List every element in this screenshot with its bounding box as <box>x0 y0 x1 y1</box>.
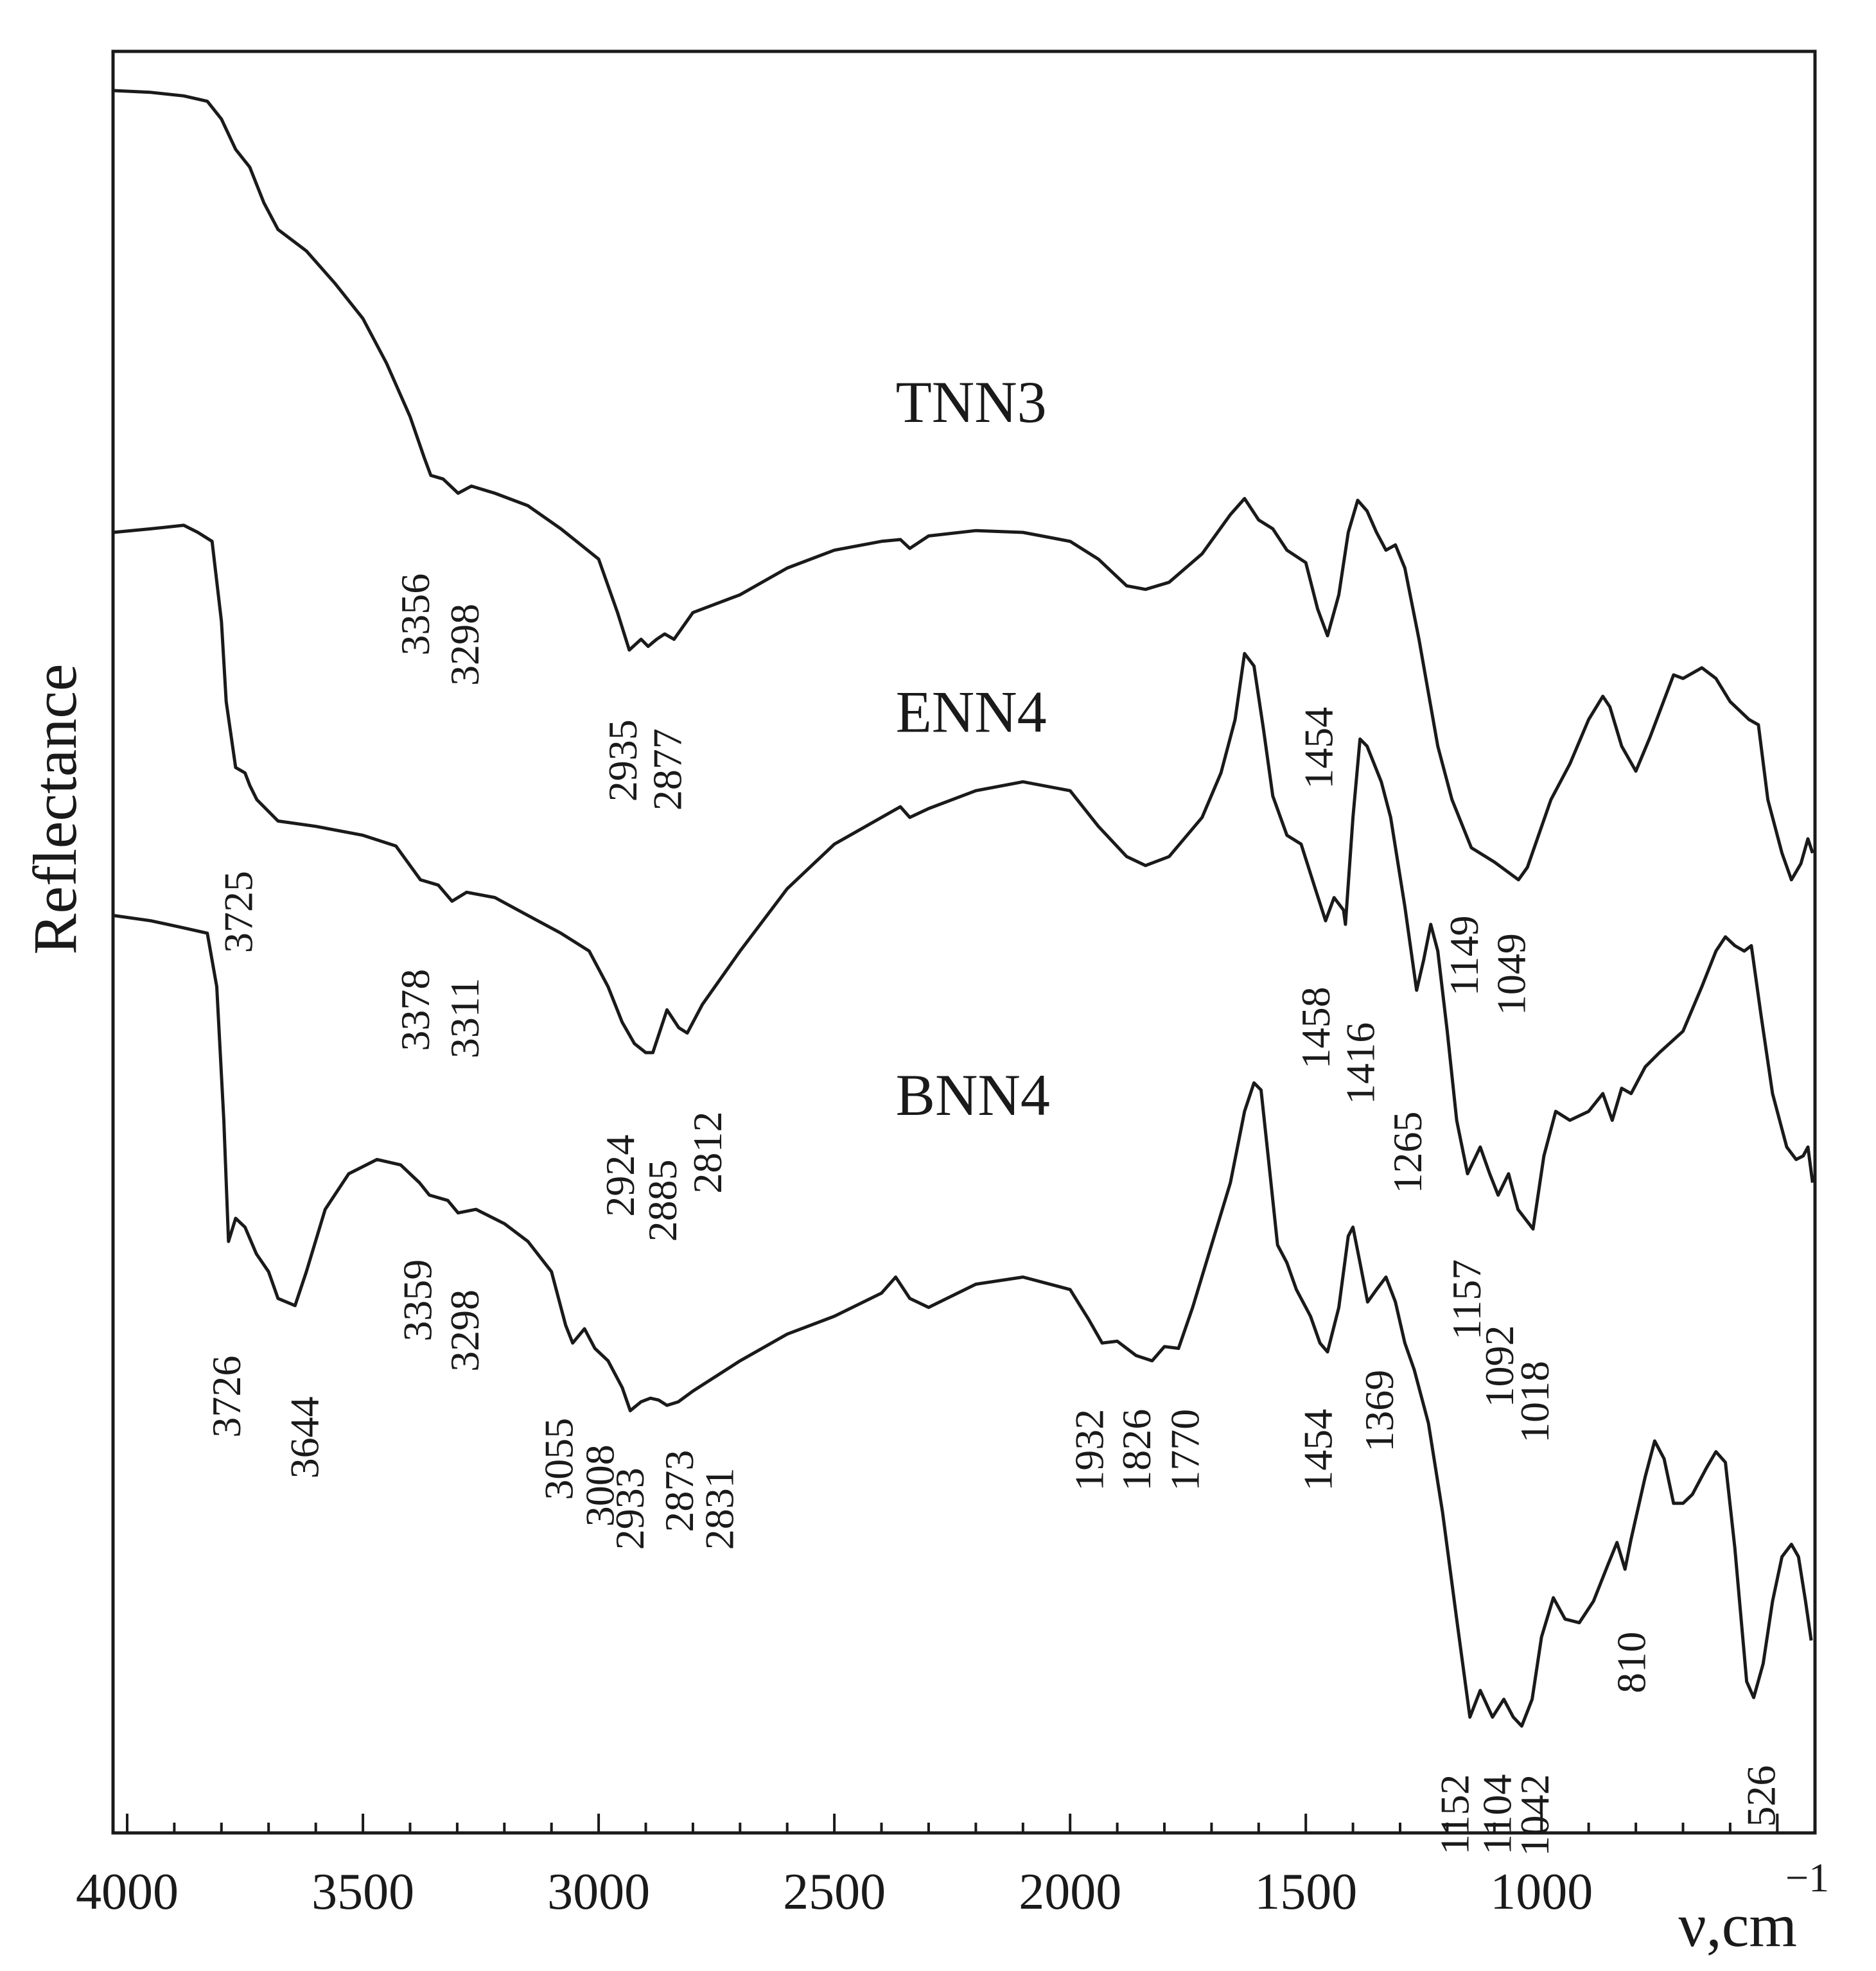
peak-label: 1265 <box>1385 1112 1430 1194</box>
peak-label: 3726 <box>204 1356 249 1438</box>
peak-label: 3725 <box>216 871 261 953</box>
peak-label: 2933 <box>607 1467 653 1550</box>
peak-label: 3311 <box>442 978 487 1059</box>
peak-label: 1092 <box>1477 1325 1522 1407</box>
peak-label: 1157 <box>1444 1259 1489 1340</box>
plot-frame <box>111 49 1817 1835</box>
peak-label: 2873 <box>656 1450 702 1532</box>
peak-label: 3055 <box>536 1418 582 1500</box>
peak-label: 1369 <box>1356 1370 1402 1452</box>
peak-label: 2812 <box>685 1112 730 1194</box>
series-label-enn4: ENN4 <box>896 679 1047 745</box>
series-line-bnn4 <box>112 913 1813 1728</box>
x-tick-label: 2000 <box>1019 1864 1121 1920</box>
peak-label: 1042 <box>1512 1774 1557 1857</box>
series-lines <box>112 89 1814 1728</box>
peak-label: 3644 <box>281 1396 327 1478</box>
x-axis-tick-labels: 4000 3500 3000 2500 2000 1500 1000 <box>76 1864 1593 1920</box>
peak-label: 1932 <box>1067 1409 1112 1491</box>
peak-label: 1454 <box>1295 707 1341 789</box>
y-axis-label: Reflectance <box>21 664 89 955</box>
peak-label: 2885 <box>640 1159 685 1241</box>
x-axis-label-exponent: −1 <box>1785 1855 1829 1900</box>
peak-label: 1104 <box>1475 1774 1520 1855</box>
peak-label: 1152 <box>1432 1774 1477 1855</box>
peak-label: 2924 <box>597 1135 643 1217</box>
peak-label: 3298 <box>442 1290 487 1372</box>
peak-label: 2831 <box>696 1467 742 1550</box>
peak-label: 1454 <box>1295 1409 1341 1491</box>
peak-label: 526 <box>1739 1765 1784 1827</box>
x-tick-label: 2500 <box>783 1864 886 1920</box>
peak-label: 3356 <box>392 574 438 656</box>
x-tick-label: 3500 <box>311 1864 414 1920</box>
peak-label: 1770 <box>1162 1409 1208 1491</box>
peak-label: 3298 <box>442 604 487 686</box>
peak-label: 1149 <box>1441 915 1487 996</box>
peak-label: 810 <box>1609 1632 1654 1694</box>
peak-label: 3008 <box>577 1444 623 1527</box>
peak-label: 3359 <box>395 1259 441 1342</box>
peak-label: 2935 <box>600 719 645 802</box>
x-axis-label: ν,cm <box>1678 1891 1797 1959</box>
series-line-enn4 <box>112 523 1814 1231</box>
series-line-tnn3 <box>112 89 1814 882</box>
series-label-bnn4: BNN4 <box>896 1062 1050 1128</box>
peak-label: 2877 <box>645 728 690 810</box>
series-label-tnn3: TNN3 <box>896 369 1047 435</box>
peak-label: 1458 <box>1293 986 1338 1069</box>
peak-label: 1416 <box>1338 1022 1383 1105</box>
x-axis-ticks <box>126 1814 1779 1833</box>
x-tick-label: 1500 <box>1254 1864 1357 1920</box>
peak-label: 1826 <box>1114 1409 1159 1491</box>
peak-label: 1018 <box>1512 1361 1557 1443</box>
peak-label: 1049 <box>1489 933 1534 1015</box>
series-labels: TNN3 ENN4 BNN4 <box>896 369 1050 1128</box>
x-tick-label: 4000 <box>76 1864 179 1920</box>
peak-label: 3378 <box>392 969 438 1051</box>
x-tick-label: 1000 <box>1490 1864 1593 1920</box>
x-axis-label-main: ν,cm <box>1678 1891 1797 1959</box>
x-tick-label: 3000 <box>547 1864 650 1920</box>
